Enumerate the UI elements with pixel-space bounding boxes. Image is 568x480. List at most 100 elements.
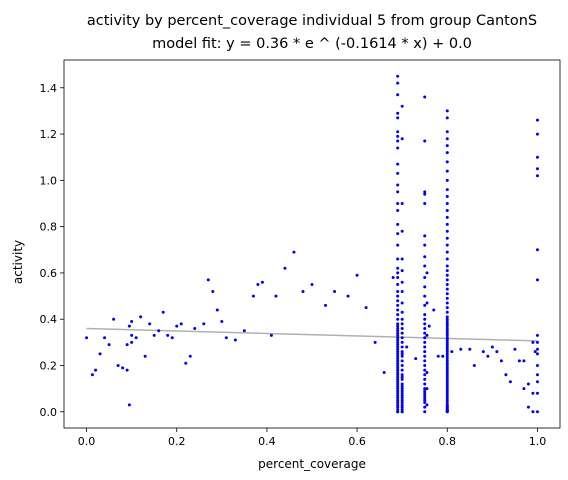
data-point bbox=[445, 130, 449, 134]
data-point bbox=[400, 289, 404, 293]
data-point bbox=[396, 370, 400, 374]
data-point bbox=[522, 359, 526, 363]
data-point bbox=[396, 139, 400, 143]
data-point bbox=[333, 289, 337, 293]
data-point bbox=[445, 361, 449, 365]
data-point bbox=[130, 320, 134, 324]
data-point bbox=[423, 190, 427, 194]
data-point bbox=[423, 391, 427, 395]
data-point bbox=[423, 359, 427, 363]
data-point bbox=[423, 243, 427, 247]
data-point bbox=[396, 387, 400, 391]
data-point bbox=[445, 250, 449, 254]
data-point bbox=[445, 310, 449, 314]
data-point bbox=[400, 405, 404, 409]
data-point bbox=[423, 234, 427, 238]
data-point bbox=[445, 169, 449, 173]
data-point bbox=[396, 313, 400, 317]
data-point bbox=[517, 359, 521, 363]
data-point bbox=[423, 201, 427, 205]
data-point bbox=[396, 331, 400, 335]
data-point bbox=[445, 398, 449, 402]
data-point bbox=[504, 373, 508, 377]
data-point bbox=[445, 375, 449, 379]
data-point bbox=[170, 336, 174, 340]
data-point bbox=[432, 308, 436, 312]
data-point bbox=[346, 294, 350, 298]
data-point bbox=[423, 389, 427, 393]
data-point bbox=[450, 350, 454, 354]
data-point bbox=[396, 116, 400, 120]
data-point bbox=[445, 329, 449, 333]
data-point bbox=[508, 380, 512, 384]
data-point bbox=[445, 410, 449, 414]
data-point bbox=[445, 331, 449, 335]
data-point bbox=[400, 137, 404, 141]
data-point bbox=[396, 401, 400, 405]
data-point bbox=[269, 333, 273, 337]
data-point bbox=[396, 394, 400, 398]
data-point bbox=[445, 350, 449, 354]
data-point bbox=[396, 271, 400, 275]
data-point bbox=[445, 377, 449, 381]
data-point bbox=[130, 340, 134, 344]
data-point bbox=[396, 380, 400, 384]
data-point bbox=[445, 352, 449, 356]
data-point bbox=[400, 345, 404, 349]
data-point bbox=[535, 174, 539, 178]
data-point bbox=[423, 340, 427, 344]
data-point bbox=[533, 350, 537, 354]
data-point bbox=[98, 352, 102, 356]
data-point bbox=[396, 357, 400, 361]
data-point bbox=[188, 354, 192, 358]
data-point bbox=[445, 222, 449, 226]
data-point bbox=[400, 269, 404, 273]
data-point bbox=[400, 387, 404, 391]
x-tick-label: 0.2 bbox=[168, 435, 186, 448]
data-point bbox=[445, 243, 449, 247]
x-axis-ticks: 0.0 0.2 0.4 0.6 0.8 1.0 bbox=[78, 428, 546, 448]
data-point bbox=[400, 257, 404, 261]
data-point bbox=[445, 338, 449, 342]
data-point bbox=[396, 373, 400, 377]
data-point bbox=[499, 359, 503, 363]
data-point bbox=[535, 410, 539, 414]
data-point bbox=[535, 373, 539, 377]
data-point bbox=[425, 403, 429, 407]
data-point bbox=[251, 294, 255, 298]
data-point bbox=[445, 116, 449, 120]
data-point bbox=[445, 394, 449, 398]
data-point bbox=[396, 243, 400, 247]
x-tick-label: 0.6 bbox=[348, 435, 366, 448]
data-point bbox=[425, 370, 429, 374]
data-point bbox=[364, 306, 368, 310]
data-point bbox=[423, 255, 427, 259]
data-point bbox=[445, 283, 449, 287]
data-point bbox=[414, 357, 418, 361]
data-point bbox=[396, 377, 400, 381]
data-point bbox=[400, 354, 404, 358]
data-point bbox=[526, 405, 530, 409]
data-point bbox=[445, 229, 449, 233]
data-point bbox=[531, 410, 535, 414]
data-point bbox=[396, 333, 400, 337]
data-point bbox=[423, 382, 427, 386]
data-point bbox=[445, 391, 449, 395]
data-point bbox=[121, 366, 125, 370]
data-point bbox=[400, 280, 404, 284]
data-point bbox=[396, 336, 400, 340]
data-point bbox=[391, 276, 395, 280]
data-point bbox=[400, 375, 404, 379]
data-point bbox=[486, 354, 490, 358]
y-tick-label: 0.2 bbox=[40, 360, 58, 373]
data-point bbox=[112, 317, 116, 321]
data-point bbox=[445, 401, 449, 405]
data-point bbox=[396, 232, 400, 236]
data-point bbox=[107, 343, 111, 347]
data-point bbox=[445, 336, 449, 340]
data-point bbox=[400, 326, 404, 330]
data-point bbox=[242, 329, 246, 333]
data-point bbox=[445, 315, 449, 319]
data-point bbox=[445, 382, 449, 386]
